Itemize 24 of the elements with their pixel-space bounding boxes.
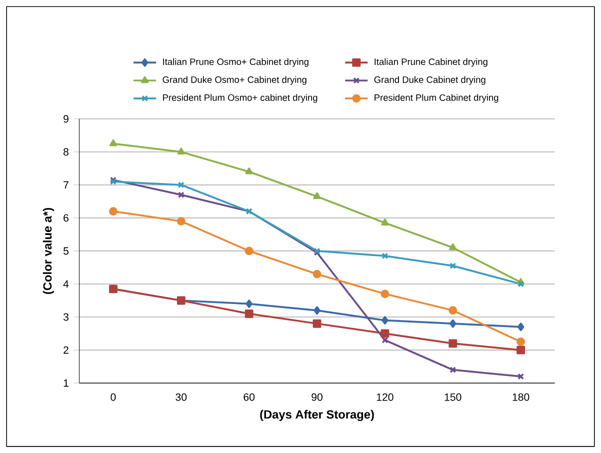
- y-tick-label: 5: [63, 247, 68, 255]
- y-tick-label: 1: [64, 379, 68, 387]
- x-tick-label: 90: [312, 393, 322, 401]
- y-tick-label: 6: [64, 214, 68, 222]
- legend-label: Grand Duke Cabinet drying: [374, 76, 486, 85]
- legend-label: President Plum Osmo+ cabinet drying: [163, 94, 318, 103]
- y-tick-label: 3: [63, 313, 68, 321]
- x-tick-label: 60: [244, 393, 255, 401]
- x-tick-label: 180: [512, 393, 530, 401]
- y-tick-label: 2: [64, 346, 68, 354]
- legend-label: Italian Prune Osmo+ Cabinet drying: [163, 58, 308, 67]
- x-tick-label: 150: [444, 393, 462, 401]
- legend-label: Grand Duke Osmo+ Cabinet drying: [162, 76, 306, 85]
- legend-label: President Plum Cabinet drying: [374, 94, 498, 103]
- x-tick-label: 30: [176, 393, 187, 401]
- y-tick-label: 7: [64, 181, 68, 189]
- y-tick-label: 4: [63, 280, 69, 288]
- x-axis-title: (Days After Storage): [260, 410, 374, 422]
- legend-label: Italian Prune Cabinet drying: [374, 58, 488, 67]
- x-tick-label: 120: [376, 393, 394, 401]
- x-tick-label: 0: [110, 393, 116, 401]
- y-tick-label: 8: [64, 148, 68, 156]
- y-tick-label: 9: [64, 115, 68, 123]
- y-axis-title: (Color value a*): [42, 208, 54, 294]
